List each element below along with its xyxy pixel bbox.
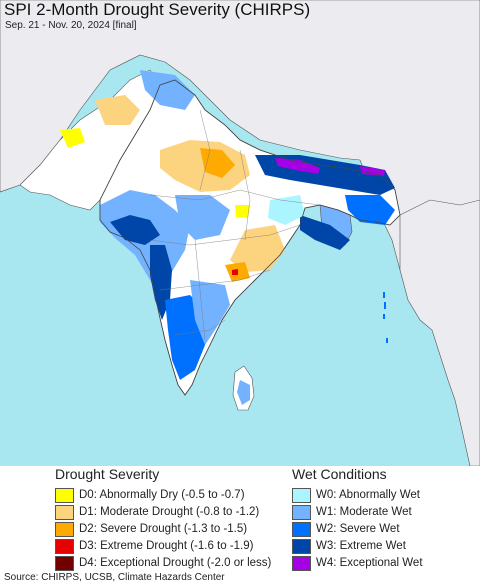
legend-item-w0: W0: Abnormally Wet bbox=[292, 487, 423, 503]
legend-wet: Wet Conditions W0: Abnormally Wet W1: Mo… bbox=[292, 466, 423, 572]
patch-d1-central bbox=[230, 225, 285, 272]
legend-item-w2: W2: Severe Wet bbox=[292, 521, 423, 537]
patch-w3-bengal bbox=[300, 215, 350, 250]
outside-land-east bbox=[399, 199, 480, 466]
swatch-w1 bbox=[292, 504, 311, 520]
drought-map bbox=[0, 0, 480, 466]
legend-label-d0: D0: Abnormally Dry (-0.5 to -0.7) bbox=[79, 489, 245, 501]
legend-label-w2: W2: Severe Wet bbox=[316, 523, 400, 535]
india-outline bbox=[99, 79, 401, 396]
patch-w2-northeast bbox=[345, 195, 395, 225]
patch-w4-bhutan bbox=[360, 166, 385, 176]
legend-item-d3: D3: Extreme Drought (-1.6 to -1.9) bbox=[55, 538, 271, 554]
patch-w1-kashmir bbox=[140, 70, 195, 110]
legend-label-w4: W4: Exceptional Wet bbox=[316, 557, 423, 569]
legend-item-d0: D0: Abnormally Dry (-0.5 to -0.7) bbox=[55, 487, 271, 503]
legend-label-w1: W1: Moderate Wet bbox=[316, 506, 412, 518]
map-panel: SPI 2-Month Drought Severity (CHIRPS) Se… bbox=[0, 0, 480, 466]
legend: Drought Severity D0: Abnormally Dry (-0.… bbox=[0, 466, 480, 572]
legend-item-w3: W3: Extreme Wet bbox=[292, 538, 423, 554]
patch-w0-east bbox=[268, 195, 305, 225]
legend-item-d1: D1: Moderate Drought (-0.8 to -1.2) bbox=[55, 504, 271, 520]
legend-label-w0: W0: Abnormally Wet bbox=[316, 489, 420, 501]
swatch-d0 bbox=[55, 487, 74, 503]
swatch-d3 bbox=[55, 538, 74, 554]
legend-item-d2: D2: Severe Drought (-1.3 to -1.5) bbox=[55, 521, 271, 537]
legend-label-d1: D1: Moderate Drought (-0.8 to -1.2) bbox=[79, 506, 260, 518]
patch-w1-south bbox=[190, 280, 230, 345]
swatch-w4 bbox=[292, 555, 311, 571]
legend-label-d2: D2: Severe Drought (-1.3 to -1.5) bbox=[79, 523, 248, 535]
patch-w1-central bbox=[175, 195, 230, 240]
patch-w4-nepal bbox=[275, 158, 320, 174]
map-subtitle: Sep. 21 - Nov. 20, 2024 [final] bbox=[5, 20, 137, 31]
legend-label-w3: W3: Extreme Wet bbox=[316, 540, 406, 552]
swatch-d2 bbox=[55, 521, 74, 537]
source-credit: Source: CHIRPS, UCSB, Climate Hazards Ce… bbox=[4, 572, 225, 583]
swatch-w0 bbox=[292, 487, 311, 503]
swatch-w2 bbox=[292, 521, 311, 537]
patch-d0-northwest bbox=[60, 128, 85, 148]
legend-item-d4: D4: Exceptional Drought (-2.0 or less) bbox=[55, 555, 271, 571]
patch-d3-central bbox=[232, 269, 238, 275]
patch-w3-gujarat bbox=[110, 215, 160, 245]
patch-d0-central bbox=[235, 205, 250, 218]
legend-label-d3: D3: Extreme Drought (-1.6 to -1.9) bbox=[79, 540, 254, 552]
swatch-d4 bbox=[55, 555, 74, 571]
legend-wet-heading: Wet Conditions bbox=[292, 466, 387, 482]
legend-drought-heading: Drought Severity bbox=[55, 466, 160, 482]
legend-item-w1: W1: Moderate Wet bbox=[292, 504, 423, 520]
patch-w2-srilanka bbox=[237, 380, 250, 405]
andaman-islands bbox=[383, 292, 388, 343]
legend-drought: Drought Severity D0: Abnormally Dry (-0.… bbox=[55, 466, 271, 572]
legend-item-w4: W4: Exceptional Wet bbox=[292, 555, 423, 571]
patch-d1-northwest bbox=[95, 95, 140, 125]
map-title: SPI 2-Month Drought Severity (CHIRPS) bbox=[4, 0, 311, 19]
swatch-w3 bbox=[292, 538, 311, 554]
swatch-d1 bbox=[55, 504, 74, 520]
legend-label-d4: D4: Exceptional Drought (-2.0 or less) bbox=[79, 557, 272, 569]
